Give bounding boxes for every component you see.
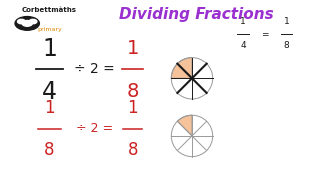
Circle shape [29, 19, 37, 24]
Text: 1: 1 [42, 37, 57, 61]
Polygon shape [171, 58, 192, 78]
Circle shape [22, 21, 32, 26]
Text: 4: 4 [240, 41, 246, 50]
Text: 1: 1 [44, 99, 55, 117]
Text: primary: primary [37, 27, 62, 32]
Text: =: = [261, 30, 268, 39]
Polygon shape [177, 115, 192, 136]
Text: 4: 4 [42, 80, 57, 104]
Text: 8: 8 [128, 141, 138, 159]
Text: 8: 8 [284, 41, 289, 50]
Text: 1: 1 [240, 17, 246, 26]
Circle shape [15, 17, 39, 30]
Text: ÷ 2 =: ÷ 2 = [74, 62, 115, 76]
Text: 1: 1 [127, 39, 139, 58]
Text: 1: 1 [284, 17, 289, 26]
Text: Corbettmàths: Corbettmàths [22, 7, 77, 13]
Text: 8: 8 [44, 141, 55, 159]
Text: Dividing Fractions: Dividing Fractions [119, 7, 274, 22]
Text: 8: 8 [127, 82, 139, 101]
Circle shape [18, 19, 25, 24]
Text: ÷ 2 =: ÷ 2 = [76, 122, 113, 135]
Text: 1: 1 [127, 99, 138, 117]
